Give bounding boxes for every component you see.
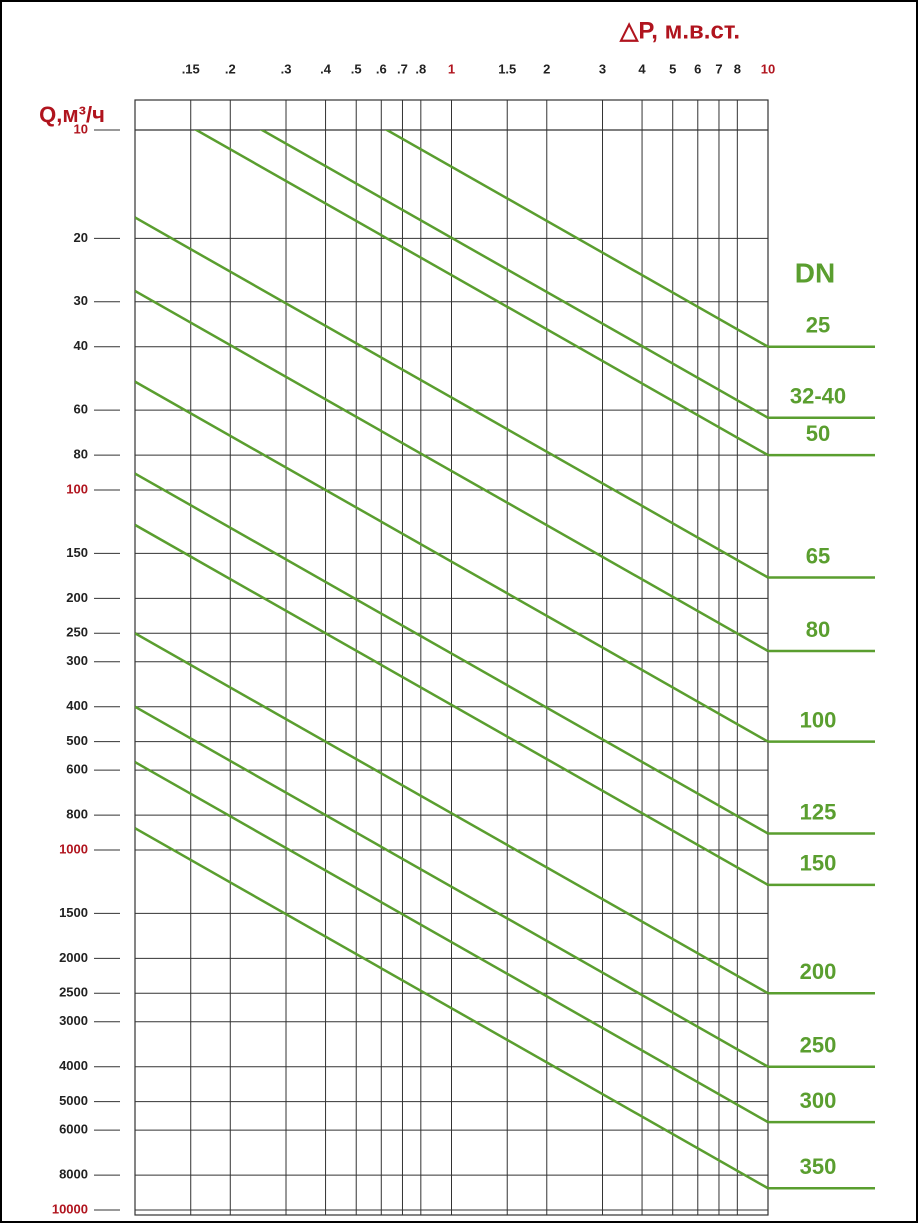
y-tick-label: 2500 [59,985,88,1000]
dn-line [193,130,768,457]
x-tick-label: .3 [281,61,292,76]
x-tick-label: 2 [543,61,550,76]
y-tick-label: 3000 [59,1013,88,1028]
y-tick-label: 30 [74,293,88,308]
x-tick-label: 7 [715,61,722,76]
dn-line [135,472,768,835]
dn-line [135,216,768,579]
y-tick-label: 1000 [59,841,88,856]
dn-line [259,130,768,419]
y-tick-label: 300 [66,653,88,668]
y-tick-label: 500 [66,733,88,748]
x-tick-label: 1 [448,61,455,76]
y-tick-label: 60 [74,402,88,417]
legend-label: 32-40 [790,384,846,409]
x-tick-label: 1.5 [498,61,516,76]
x-tick-label: 6 [694,61,701,76]
y-tick-label: 1500 [59,905,88,920]
y-tick-label: 4000 [59,1058,88,1073]
legend-label: 350 [800,1154,837,1179]
y-tick-label: 10 [74,121,88,136]
y-tick-label: 80 [74,447,88,462]
x-tick-label: .15 [182,61,200,76]
chart-title: △P, м.в.ст. [619,17,740,44]
dn-line [135,705,768,1068]
dn-line [135,380,768,743]
dn-line [135,289,768,653]
legend-label: 250 [800,1033,837,1058]
legend-label: 100 [800,707,837,732]
legend-label: 65 [806,543,830,568]
dn-line [384,130,768,348]
x-tick-label: 4 [638,61,646,76]
y-tick-label: 20 [74,230,88,245]
y-tick-label: 2000 [59,950,88,965]
y-tick-label: 8000 [59,1167,88,1182]
y-tick-label: 250 [66,625,88,640]
dn-line [135,761,768,1124]
y-tick-label: 200 [66,590,88,605]
x-tick-label: .5 [351,61,362,76]
y-tick-label: 800 [66,807,88,822]
legend-title: DN [795,257,835,288]
x-tick-label: 3 [599,61,606,76]
x-tick-label: .4 [320,61,332,76]
legend-label: 80 [806,617,830,642]
x-tick-label: .7 [397,61,408,76]
legend-label: 200 [800,959,837,984]
legend-label: 50 [806,421,830,446]
x-tick-label: .2 [225,61,236,76]
lines [135,130,768,1190]
x-tick-label: .8 [415,61,426,76]
y-tick-label: 10000 [52,1201,88,1216]
legend-label: 150 [800,851,837,876]
x-tick-label: 10 [761,61,775,76]
y-tick-label: 600 [66,762,88,777]
legend-label: 25 [806,313,830,338]
legend-label: 125 [800,799,837,824]
y-tick-label: 400 [66,698,88,713]
x-tick-label: 5 [669,61,676,76]
y-tick-label: 6000 [59,1122,88,1137]
dn-line [135,632,768,995]
dn-line [135,523,768,886]
x-tick-label: .6 [376,61,387,76]
legend-label: 300 [800,1088,837,1113]
dn-line [135,827,768,1190]
y-tick-label: 100 [66,481,88,496]
y-axis-label: Q,м³/ч [39,102,105,127]
y-tick-label: 150 [66,545,88,560]
x-tick-label: 8 [734,61,741,76]
y-tick-label: 5000 [59,1093,88,1108]
y-tick-label: 40 [74,338,88,353]
